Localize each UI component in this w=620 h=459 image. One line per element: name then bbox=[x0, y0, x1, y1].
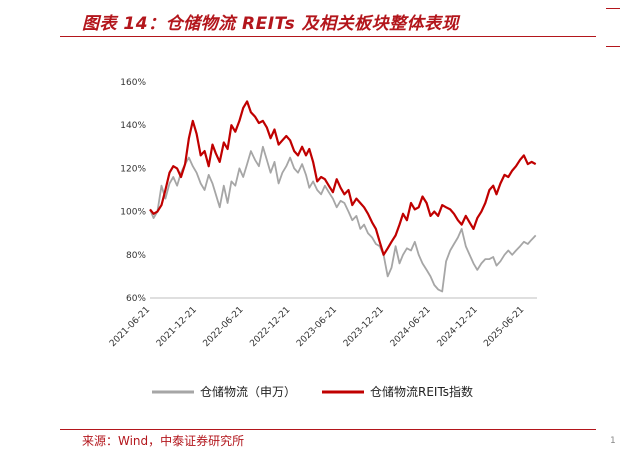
series-line-shenwan bbox=[149, 145, 537, 293]
page-number: 1 bbox=[610, 436, 616, 446]
y-tick-label: 100% bbox=[120, 208, 146, 218]
legend-item-shenwan-label: 仓储物流（申万） bbox=[200, 384, 296, 399]
legend: 仓储物流（申万） 仓储物流REITs指数 bbox=[152, 384, 473, 399]
y-tick-label: 160% bbox=[120, 78, 146, 88]
y-tick-label: 80% bbox=[126, 251, 146, 261]
series-layer bbox=[149, 100, 537, 293]
x-tick-label: 2025-06-21 bbox=[482, 305, 526, 349]
y-axis: 60% 80% 100% 120% 140% 160% bbox=[120, 78, 146, 304]
footer-rule bbox=[60, 429, 596, 430]
x-tick-label: 2023-06-21 bbox=[295, 305, 339, 349]
x-axis: 2021-06-21 2021-12-21 2022-06-21 2022-12-21… bbox=[108, 297, 537, 349]
x-tick-label: 2024-06-21 bbox=[389, 305, 433, 349]
y-tick-label: 60% bbox=[126, 294, 146, 304]
series-line-reits bbox=[149, 100, 537, 256]
legend-item-reits-label: 仓储物流REITs指数 bbox=[370, 384, 473, 399]
header-rule-right-top bbox=[606, 8, 620, 9]
header-rule bbox=[60, 36, 596, 37]
x-tick-label: 2024-12-21 bbox=[436, 305, 480, 349]
y-tick-label: 140% bbox=[120, 121, 146, 131]
source-note: 来源：Wind，中泰证券研究所 bbox=[82, 434, 245, 448]
y-tick-label: 120% bbox=[120, 164, 146, 174]
x-tick-label: 2022-06-21 bbox=[202, 305, 246, 349]
figure-title: 图表 14：仓储物流 REITs 及相关板块整体表现 bbox=[82, 14, 460, 34]
x-tick-label: 2022-12-21 bbox=[248, 305, 292, 349]
header-rule-right bbox=[606, 46, 620, 47]
x-tick-label: 2021-06-21 bbox=[108, 305, 152, 349]
x-tick-label: 2021-12-21 bbox=[155, 305, 199, 349]
x-tick-label: 2023-12-21 bbox=[342, 305, 386, 349]
